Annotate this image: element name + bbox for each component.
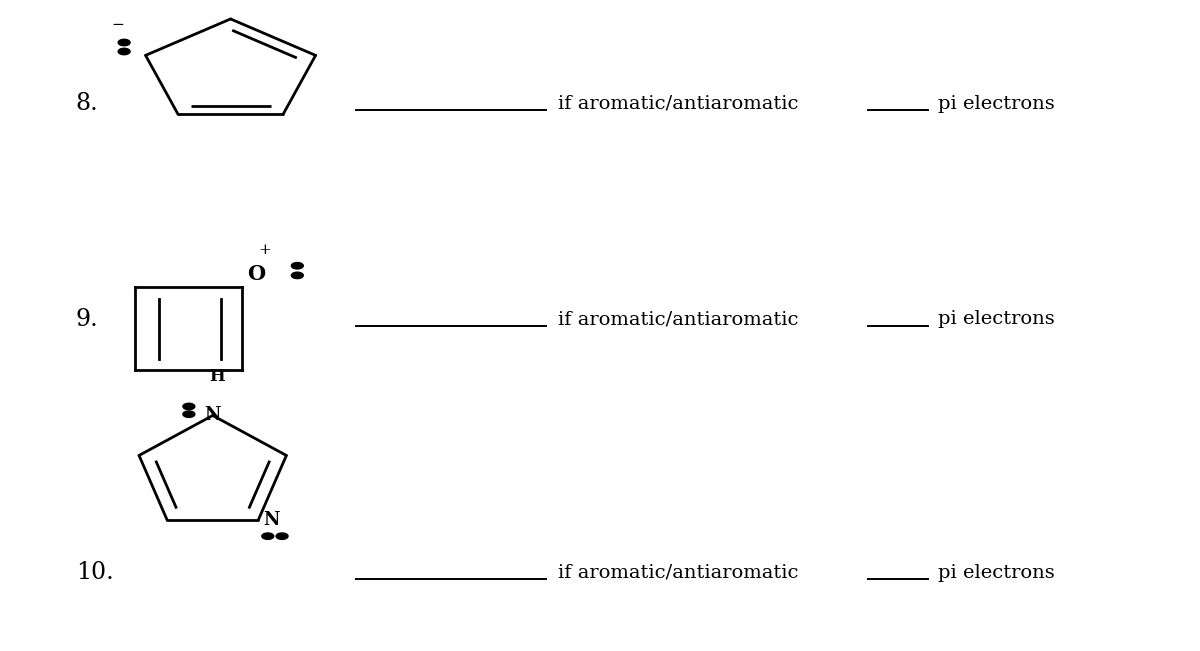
Text: 8.: 8.	[76, 92, 98, 115]
Circle shape	[262, 533, 274, 540]
Text: if aromatic/antiaromatic: if aromatic/antiaromatic	[558, 95, 799, 113]
Text: pi electrons: pi electrons	[938, 564, 1055, 582]
Text: if aromatic/antiaromatic: if aromatic/antiaromatic	[558, 310, 799, 328]
Text: H: H	[210, 368, 226, 385]
Text: N: N	[204, 406, 221, 424]
Circle shape	[182, 403, 194, 409]
Text: if aromatic/antiaromatic: if aromatic/antiaromatic	[558, 564, 799, 582]
Circle shape	[182, 411, 194, 417]
Circle shape	[118, 48, 130, 55]
Text: pi electrons: pi electrons	[938, 310, 1055, 328]
Text: O: O	[247, 264, 265, 284]
Circle shape	[292, 262, 304, 269]
Circle shape	[118, 39, 130, 46]
Text: N: N	[263, 511, 280, 529]
Circle shape	[292, 272, 304, 279]
Text: 10.: 10.	[76, 561, 114, 585]
Text: pi electrons: pi electrons	[938, 95, 1055, 113]
Circle shape	[276, 533, 288, 540]
Text: −: −	[112, 17, 125, 32]
Text: 9.: 9.	[76, 307, 98, 331]
Text: +: +	[259, 243, 271, 256]
